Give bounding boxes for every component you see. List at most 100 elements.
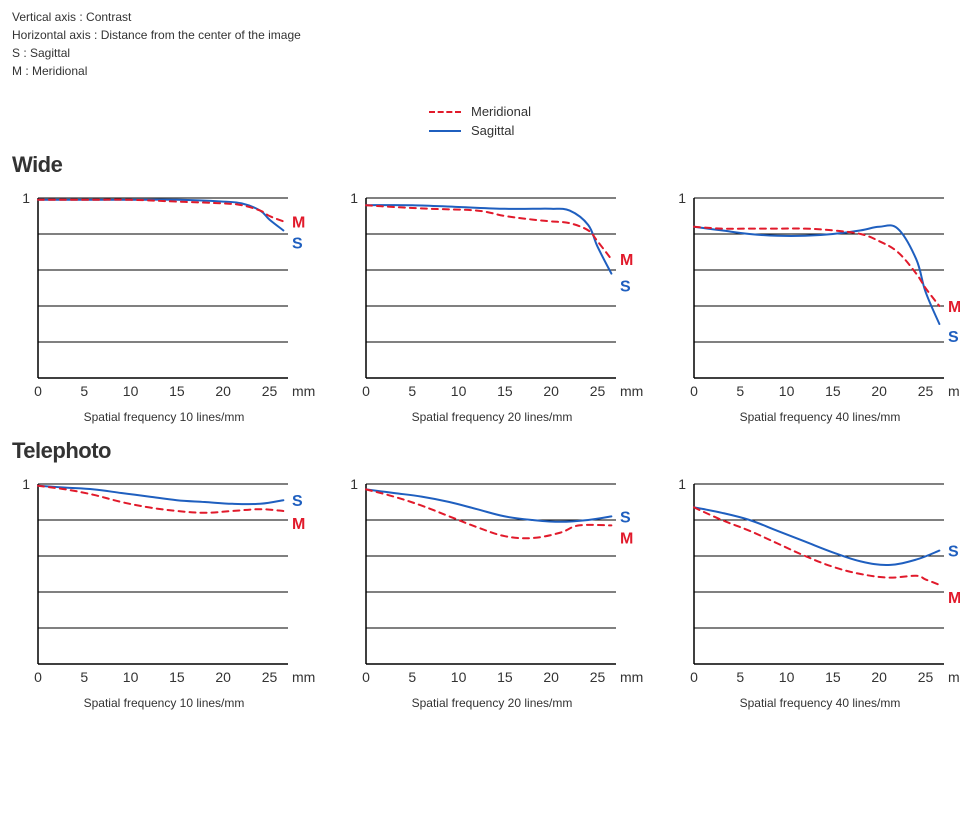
- x-tick-10: 10: [451, 383, 467, 399]
- chart-caption: Spatial frequency 10 lines/mm: [84, 696, 245, 710]
- series-end-label-bottom: M: [620, 530, 633, 547]
- mtf-chart: MS10510152025mm: [12, 188, 316, 404]
- x-tick-0: 0: [690, 669, 698, 685]
- series-end-label-bottom: M: [292, 516, 305, 533]
- y-tick-1: 1: [678, 190, 686, 206]
- x-unit-label: mm: [948, 669, 960, 685]
- y-tick-1: 1: [22, 476, 30, 492]
- series-end-label-top: S: [292, 493, 303, 510]
- x-unit-label: mm: [948, 383, 960, 399]
- x-tick-15: 15: [497, 383, 513, 399]
- series-end-label-bottom: M: [948, 590, 960, 607]
- x-unit-label: mm: [292, 383, 315, 399]
- x-tick-10: 10: [451, 669, 467, 685]
- mtf-chart: MS10510152025mm: [340, 188, 644, 404]
- y-tick-1: 1: [22, 190, 30, 206]
- series-end-label-top: S: [620, 509, 631, 526]
- note-vertical-axis: Vertical axis : Contrast: [12, 8, 948, 26]
- axis-notes: Vertical axis : Contrast Horizontal axis…: [12, 8, 948, 80]
- chart-caption: Spatial frequency 40 lines/mm: [740, 696, 901, 710]
- chart-caption: Spatial frequency 20 lines/mm: [412, 410, 573, 424]
- x-unit-label: mm: [620, 669, 643, 685]
- y-tick-1: 1: [350, 476, 358, 492]
- x-tick-20: 20: [543, 669, 559, 685]
- note-m: M : Meridional: [12, 62, 948, 80]
- section-title: Wide: [12, 152, 948, 178]
- meridional-line: [38, 200, 283, 222]
- chart-cell: SM10510152025mmSpatial frequency 40 line…: [668, 474, 960, 710]
- x-tick-0: 0: [362, 383, 370, 399]
- x-tick-25: 25: [590, 669, 606, 685]
- x-tick-10: 10: [123, 669, 139, 685]
- sagittal-line: [366, 205, 611, 274]
- x-tick-10: 10: [779, 669, 795, 685]
- note-horizontal-axis: Horizontal axis : Distance from the cent…: [12, 26, 948, 44]
- sagittal-line: [38, 486, 283, 504]
- sagittal-line: [366, 489, 611, 521]
- mtf-chart: SM10510152025mm: [668, 474, 960, 690]
- legend-sagittal: Sagittal: [429, 123, 531, 138]
- x-tick-20: 20: [215, 669, 231, 685]
- chart-cell: MS10510152025mmSpatial frequency 40 line…: [668, 188, 960, 424]
- x-tick-5: 5: [80, 383, 88, 399]
- x-tick-20: 20: [543, 383, 559, 399]
- legend-meridional: Meridional: [429, 104, 531, 119]
- y-tick-1: 1: [678, 476, 686, 492]
- x-tick-25: 25: [590, 383, 606, 399]
- y-tick-1: 1: [350, 190, 358, 206]
- series-end-label-top: M: [292, 214, 305, 231]
- meridional-line: [366, 489, 611, 538]
- x-tick-25: 25: [262, 383, 278, 399]
- chart-cell: SM10510152025mmSpatial frequency 20 line…: [340, 474, 644, 710]
- chart-cell: MS10510152025mmSpatial frequency 10 line…: [12, 188, 316, 424]
- x-tick-15: 15: [825, 383, 841, 399]
- x-tick-5: 5: [736, 383, 744, 399]
- series-end-label-top: M: [948, 299, 960, 316]
- sections-host: WideMS10510152025mmSpatial frequency 10 …: [12, 152, 948, 710]
- mtf-chart: SM10510152025mm: [340, 474, 644, 690]
- x-tick-15: 15: [497, 669, 513, 685]
- x-tick-0: 0: [362, 669, 370, 685]
- note-s: S : Sagittal: [12, 44, 948, 62]
- x-unit-label: mm: [620, 383, 643, 399]
- series-end-label-top: M: [620, 252, 633, 269]
- x-tick-15: 15: [825, 669, 841, 685]
- chart-cell: MS10510152025mmSpatial frequency 20 line…: [340, 188, 644, 424]
- chart-row: MS10510152025mmSpatial frequency 10 line…: [12, 188, 948, 424]
- x-tick-20: 20: [215, 383, 231, 399]
- legend-meridional-label: Meridional: [471, 104, 531, 119]
- page-root: { "notes": { "vertical": "Vertical axis …: [0, 0, 960, 740]
- x-tick-25: 25: [262, 669, 278, 685]
- x-tick-25: 25: [918, 669, 934, 685]
- x-tick-0: 0: [690, 383, 698, 399]
- x-tick-20: 20: [871, 383, 887, 399]
- chart-caption: Spatial frequency 10 lines/mm: [84, 410, 245, 424]
- x-tick-25: 25: [918, 383, 934, 399]
- x-unit-label: mm: [292, 669, 315, 685]
- x-tick-5: 5: [736, 669, 744, 685]
- x-tick-0: 0: [34, 669, 42, 685]
- chart-cell: SM10510152025mmSpatial frequency 10 line…: [12, 474, 316, 710]
- sagittal-swatch: [429, 130, 461, 132]
- x-tick-0: 0: [34, 383, 42, 399]
- chart-row: SM10510152025mmSpatial frequency 10 line…: [12, 474, 948, 710]
- x-tick-10: 10: [123, 383, 139, 399]
- series-end-label-bottom: S: [948, 329, 959, 346]
- legend: Meridional Sagittal: [12, 104, 948, 138]
- series-end-label-bottom: S: [620, 279, 631, 296]
- legend-sagittal-label: Sagittal: [471, 123, 514, 138]
- sagittal-line: [38, 200, 283, 231]
- series-end-label-top: S: [948, 544, 959, 561]
- x-tick-5: 5: [408, 669, 416, 685]
- x-tick-5: 5: [80, 669, 88, 685]
- meridional-line: [38, 486, 283, 513]
- chart-caption: Spatial frequency 40 lines/mm: [740, 410, 901, 424]
- sagittal-line: [694, 225, 939, 324]
- x-tick-10: 10: [779, 383, 795, 399]
- mtf-chart: SM10510152025mm: [12, 474, 316, 690]
- x-tick-15: 15: [169, 669, 185, 685]
- chart-caption: Spatial frequency 20 lines/mm: [412, 696, 573, 710]
- section-title: Telephoto: [12, 438, 948, 464]
- mtf-chart: MS10510152025mm: [668, 188, 960, 404]
- series-end-label-bottom: S: [292, 235, 303, 252]
